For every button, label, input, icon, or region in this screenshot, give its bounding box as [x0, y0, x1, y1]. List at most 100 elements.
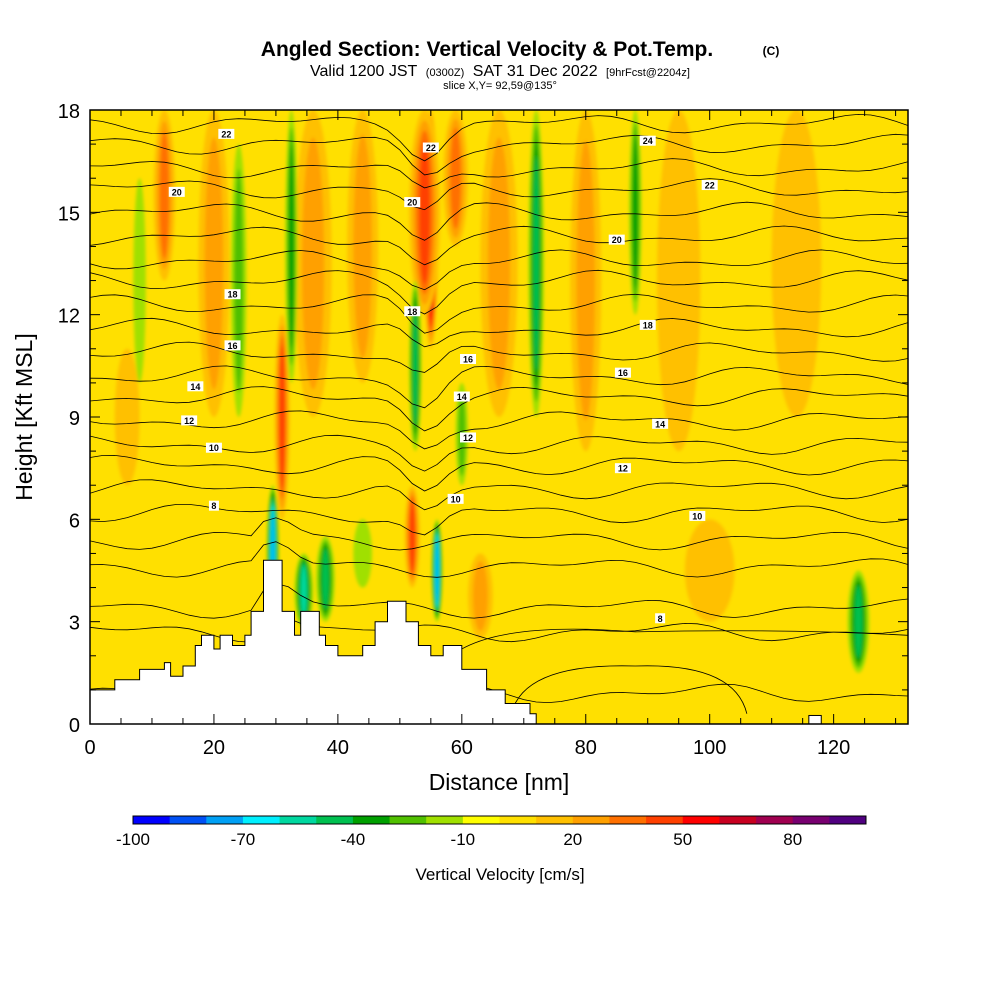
contour-labels: 22 22 24 20 20 22 20 18 18 18 16 16 16 14 14 14 12 12 12 10…: [168, 128, 718, 624]
colorbar-swatch-2: [206, 816, 244, 824]
colorbar-tick-0: -100: [116, 830, 150, 849]
contour-label-21: 10: [689, 510, 706, 521]
theta-contour-14: [90, 293, 908, 334]
svg-text:18: 18: [643, 320, 653, 330]
theta-contour-13: [90, 317, 908, 348]
velocity-feature-20-level-4: [322, 549, 329, 609]
svg-text:12: 12: [184, 416, 194, 426]
svg-text:16: 16: [228, 341, 238, 351]
velocity-feature-13-level-1: [114, 348, 140, 486]
theta-contour-7: [90, 454, 908, 492]
chart-subtitle: Valid 1200 JST (0300Z) SAT 31 Dec 2022 […: [310, 63, 690, 80]
y-axis: 0 3 6 9 12 15 18: [58, 101, 908, 737]
y-tick-label-5: 15: [58, 203, 80, 225]
velocity-feature-26-level-4: [854, 585, 863, 658]
contour-label-4: 20: [404, 197, 421, 208]
subtitle-zulu: (0300Z): [426, 67, 465, 79]
theta-contour-11: [90, 365, 908, 409]
theta-contour-21: [90, 133, 908, 176]
contour-label-19: 10: [205, 442, 222, 453]
velocity-feature-28-level-1: [133, 178, 146, 383]
velocity-feature-8-level-2: [353, 134, 372, 359]
colorbar-swatch-14: [646, 816, 684, 824]
theta-contour-low: [511, 665, 748, 714]
contour-label-8: 18: [404, 306, 421, 317]
y-tick-label-0: 0: [69, 715, 80, 737]
svg-text:22: 22: [221, 129, 231, 139]
svg-text:20: 20: [407, 198, 417, 208]
velocity-feature-10-level-2: [576, 140, 596, 421]
subtitle-forecast: [9hrFcst@2204z]: [606, 67, 690, 79]
svg-text:22: 22: [426, 143, 436, 153]
colorbar-swatch-7: [389, 816, 427, 824]
colorbar-swatch-19: [829, 816, 867, 824]
subtitle-valid: Valid 1200 JST: [310, 63, 418, 80]
contour-label-1: 22: [422, 142, 439, 153]
colorbar-swatch-1: [169, 816, 207, 824]
contour-label-18: 12: [614, 463, 631, 474]
svg-text:10: 10: [451, 494, 461, 504]
theta-contour-19: [90, 178, 908, 211]
contour-label-22: 8: [208, 500, 219, 511]
colorbar-tick-1: -70: [231, 830, 256, 849]
velocity-feature-11-level-1: [657, 110, 701, 452]
contour-label-15: 14: [652, 418, 669, 429]
title-mark: (C): [763, 44, 780, 58]
contour-label-12: 16: [614, 367, 631, 378]
x-tick-label-0: 0: [84, 737, 95, 759]
svg-text:20: 20: [172, 187, 182, 197]
terrain-notch: [808, 714, 822, 724]
colorbar-swatch-6: [352, 816, 391, 824]
x-tick-label-5: 100: [693, 737, 726, 759]
colorbar-tick-5: 50: [673, 830, 692, 849]
y-tick-label-3: 9: [69, 408, 80, 430]
svg-text:22: 22: [705, 181, 715, 191]
theta-contour-10: [90, 386, 908, 432]
theta-contour-20: [90, 158, 908, 189]
velocity-feature-7-level-2: [301, 137, 325, 390]
theta-contour-2: [90, 583, 908, 619]
velocity-feature-5-level-3: [159, 131, 170, 259]
colorbar-swatch-13: [609, 816, 647, 824]
contour-label-11: 16: [460, 354, 477, 365]
contour-label-3: 20: [168, 186, 185, 197]
theta-contour-3: [90, 541, 908, 578]
svg-text:8: 8: [658, 614, 663, 624]
theta-contour-6: [90, 479, 908, 511]
colorbar-swatch-3: [242, 816, 281, 824]
contour-label-5: 22: [701, 180, 718, 191]
velocity-feature-16-level-2: [234, 168, 244, 393]
contour-label-17: 12: [460, 432, 477, 443]
velocity-feature-25-level-3: [632, 136, 638, 289]
contour-label-6: 20: [608, 234, 625, 245]
colorbar-swatch-9: [462, 816, 500, 824]
svg-text:8: 8: [211, 501, 216, 511]
contour-label-9: 18: [639, 319, 656, 330]
colorbar-tick-3: -10: [451, 830, 476, 849]
svg-text:24: 24: [643, 136, 653, 146]
svg-text:18: 18: [407, 307, 417, 317]
x-tick-label-6: 120: [817, 737, 850, 759]
theta-contour-low-2: [461, 628, 908, 650]
svg-text:10: 10: [209, 443, 219, 453]
y-axis-label: Height [Kft MSL]: [11, 333, 37, 500]
velocity-feature-14-level-2: [472, 561, 488, 632]
contour-label-13: 14: [187, 381, 204, 392]
velocity-feature-12-level-1: [771, 110, 822, 417]
svg-text:20: 20: [612, 235, 622, 245]
theta-contour-9: [90, 410, 908, 450]
svg-text:14: 14: [190, 382, 200, 392]
chart-title: Angled Section: Vertical Velocity & Pot.…: [261, 38, 713, 61]
svg-text:14: 14: [655, 419, 665, 429]
contour-label-10: 16: [224, 340, 241, 351]
velocity-feature-27-level-1: [353, 519, 372, 588]
svg-text:12: 12: [618, 464, 628, 474]
colorbar-tick-2: -40: [341, 830, 366, 849]
colorbar-swatch-0: [133, 816, 171, 824]
velocity-feature-15-level-1: [684, 519, 735, 622]
contour-label-23: 8: [655, 613, 666, 624]
x-axis-label: Distance [nm]: [429, 769, 570, 795]
theta-contour-17: [90, 225, 908, 266]
velocity-feature-4-level-4: [279, 345, 285, 489]
